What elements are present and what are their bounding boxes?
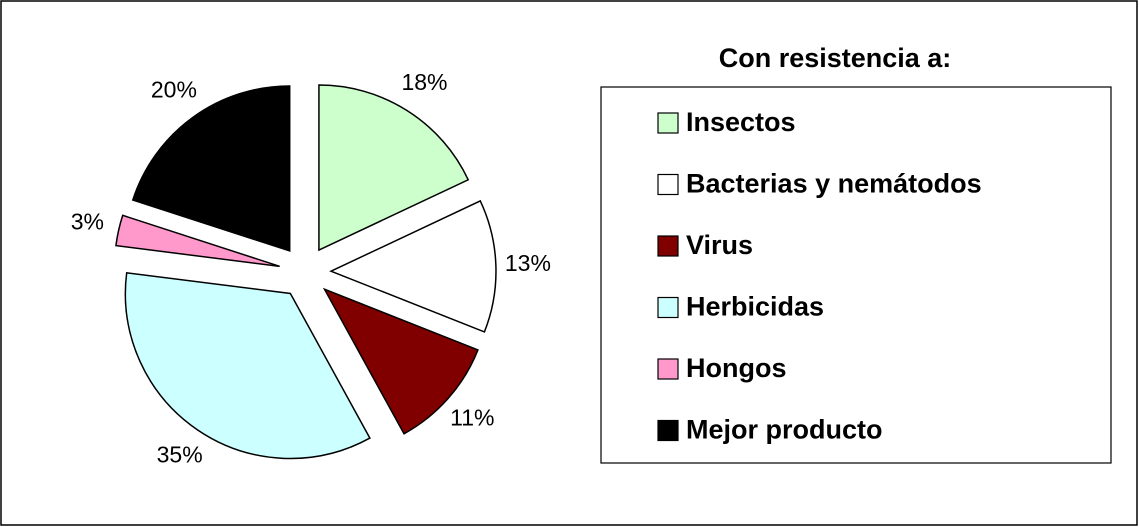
legend-swatch [657, 235, 679, 257]
data-label: 3% [71, 208, 104, 234]
data-label: 18% [401, 69, 447, 95]
legend-label: Virus [686, 230, 753, 260]
data-label: 35% [157, 442, 203, 468]
legend-swatch [657, 419, 679, 442]
legend-box [600, 86, 1112, 464]
legend-swatch [657, 358, 679, 380]
pie-slice [318, 84, 470, 252]
legend-swatch [657, 173, 679, 196]
data-label: 11% [450, 405, 494, 431]
pie-slice [131, 85, 291, 252]
legend-label: Bacterias y nemátodos [686, 169, 982, 199]
pie-slice [124, 271, 371, 460]
legend-swatch [657, 112, 679, 134]
legend-label: Mejor producto [686, 415, 883, 445]
legend-label: Hongos [686, 353, 787, 383]
legend-title: Con resistencia a: [719, 43, 952, 73]
pie-slice [322, 287, 479, 435]
pie-slice [115, 214, 280, 268]
data-label: 20% [151, 77, 197, 103]
data-label: 13% [505, 250, 551, 276]
legend-label: Insectos [686, 107, 796, 137]
legend-swatch [657, 296, 679, 319]
legend-label: Herbicidas [686, 292, 824, 322]
pie-slice [329, 199, 497, 333]
